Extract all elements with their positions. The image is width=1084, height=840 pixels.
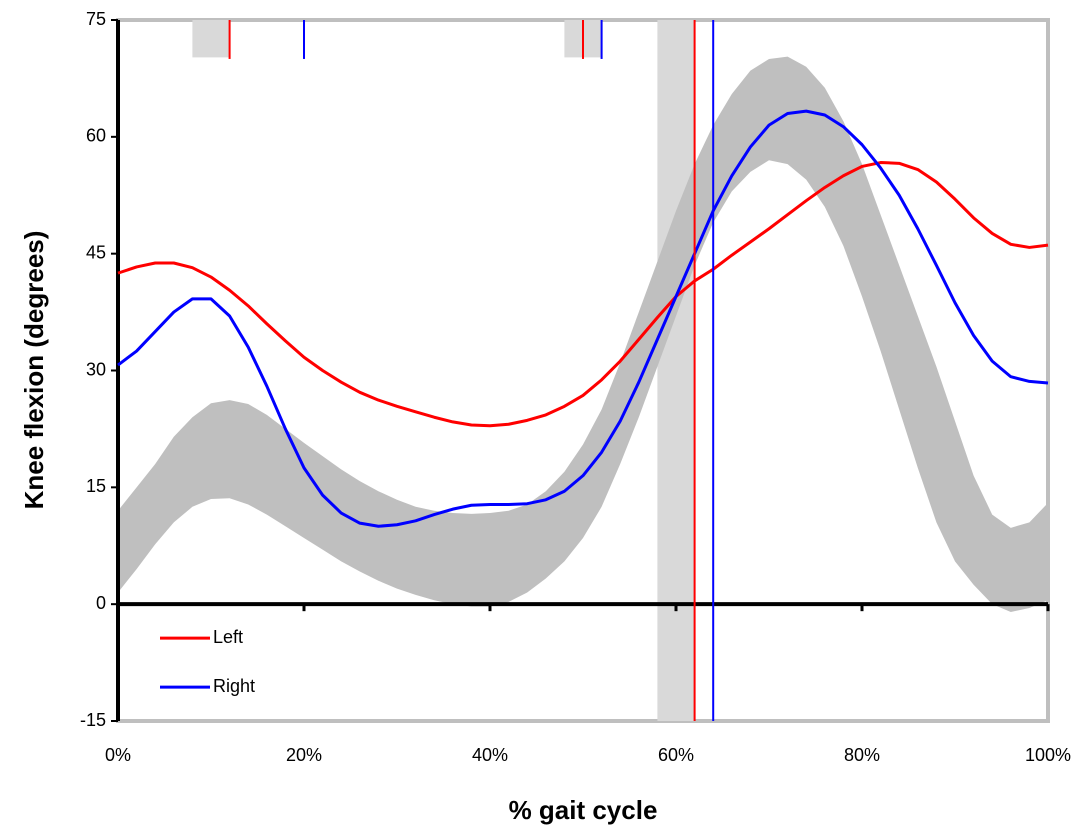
y-tick-label: -15 — [80, 710, 106, 730]
legend-label: Right — [213, 676, 255, 696]
x-tick-label: 100% — [1025, 745, 1071, 765]
y-tick-label: 75 — [86, 9, 106, 29]
y-tick-label: 60 — [86, 126, 106, 146]
series-line — [117, 161, 1049, 428]
y-tick-label: 45 — [86, 242, 106, 262]
x-tick-label: 20% — [286, 745, 322, 765]
y-axis-title: Knee flexion (degrees) — [19, 231, 49, 510]
normal-band — [118, 56, 1048, 612]
y-tick-label: 15 — [86, 476, 106, 496]
x-tick-label: 60% — [658, 745, 694, 765]
event-region — [192, 20, 230, 58]
x-axis-title: % gait cycle — [509, 795, 658, 825]
event-region — [657, 20, 695, 721]
y-tick-label: 30 — [86, 359, 106, 379]
y-tick-label: 0 — [96, 593, 106, 613]
x-tick-label: 80% — [844, 745, 880, 765]
x-tick-label: 0% — [105, 745, 131, 765]
legend-label: Left — [213, 627, 243, 647]
x-tick-label: 40% — [472, 745, 508, 765]
series-line — [117, 109, 1049, 528]
